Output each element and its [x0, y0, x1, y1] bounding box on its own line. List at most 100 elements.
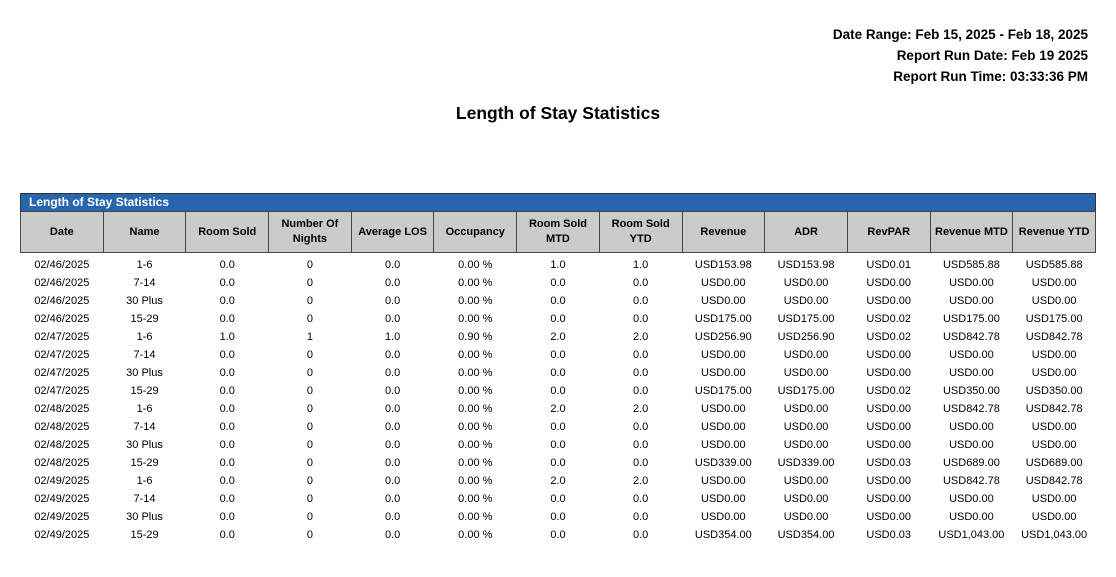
table-cell: 0.0 — [384, 439, 401, 451]
table-cell: 0.0 — [633, 367, 649, 379]
table-cell: USD842.78 — [942, 403, 1000, 415]
table-cell: USD585.88 — [1025, 259, 1083, 271]
table-cell: 1.0 — [219, 331, 235, 343]
table-cell: USD0.00 — [866, 403, 912, 415]
table-cell: 2.0 — [550, 475, 566, 487]
table-cell: USD842.78 — [942, 475, 1000, 487]
table-cell: USD256.90 — [777, 331, 835, 343]
table-cell: 0.0 — [384, 421, 401, 433]
table-row: 02/47/2025 15-29 0.0 0 0.0 0.00 % 0.0 0.0 USD175… — [21, 382, 1096, 400]
table-cell: 0.0 — [633, 439, 649, 451]
table-cell: USD0.00 — [701, 511, 746, 523]
table-header-row: Date Name Room Sold Number Of Nights Average… — [20, 211, 1096, 253]
table-cell: USD0.00 — [1031, 493, 1077, 505]
table-row: 02/47/2025 1-6 1.0 1 1.0 0.90 % 2.0 2.0 USD256.9… — [21, 328, 1096, 346]
table-cell: 0.0 — [633, 313, 649, 325]
los-statistics-table: Length of Stay Statistics Date Name Room S… — [20, 193, 1096, 544]
table-cell: 0.0 — [384, 529, 401, 541]
table-cell: 0.0 — [633, 457, 649, 469]
table-cell: 1-6 — [136, 475, 153, 487]
table-cell: 02/48/2025 — [34, 421, 90, 433]
report-meta: Date Range: Feb 15, 2025 - Feb 18, 2025 … — [833, 24, 1088, 87]
table-cell: 0.0 — [384, 403, 401, 415]
table-cell: 0.0 — [219, 259, 235, 271]
table-cell: 7-14 — [133, 349, 156, 361]
table-cell: 0 — [306, 403, 313, 415]
table-cell: USD0.00 — [701, 475, 746, 487]
table-cell: 0.00 % — [458, 439, 493, 451]
table-header: Date Name Room Sold Number Of Nights Average… — [20, 211, 1096, 253]
date-range: Date Range: Feb 15, 2025 - Feb 18, 2025 — [832, 27, 1088, 42]
table-cell: 0.0 — [384, 349, 401, 361]
table-cell: 1-6 — [136, 331, 153, 343]
table-cell: USD689.00 — [1025, 457, 1083, 469]
table-cell: USD0.00 — [701, 295, 746, 307]
table-cell: 0.0 — [633, 511, 649, 523]
table-cell: USD0.00 — [783, 475, 829, 487]
table-cell: 0 — [306, 277, 313, 289]
table-cell: USD0.00 — [866, 493, 912, 505]
table-cell: 0.0 — [633, 421, 649, 433]
column-header: Name — [102, 211, 187, 253]
table-cell: 2.0 — [550, 403, 566, 415]
column-header: Occupancy — [433, 211, 518, 253]
table-cell: USD0.02 — [866, 331, 912, 343]
table-cell: 7-14 — [133, 277, 156, 289]
table-cell: USD175.00 — [694, 385, 752, 397]
column-header: Average LOS — [350, 211, 435, 253]
table-cell: USD0.03 — [866, 529, 912, 541]
table-cell: 02/49/2025 — [34, 493, 90, 505]
table-cell: USD350.00 — [942, 385, 1000, 397]
column-header: Room Sold — [185, 211, 270, 253]
table-cell: 02/47/2025 — [34, 385, 90, 397]
table-row: 02/46/2025 15-29 0.0 0 0.0 0.00 % 0.0 0.0 USD175… — [21, 310, 1096, 328]
table-cell: USD0.00 — [783, 295, 829, 307]
table-cell: USD0.00 — [866, 511, 912, 523]
table-cell: USD0.00 — [949, 277, 994, 289]
table-row: 02/46/2025 30 Plus 0.0 0 0.0 0.00 % 0.0 0.0 USD0… — [21, 292, 1096, 310]
table-title-bar: Length of Stay Statistics — [20, 193, 1096, 211]
table-cell: USD0.02 — [866, 385, 912, 397]
table-cell: 0.0 — [550, 421, 566, 433]
table-cell: 30 Plus — [126, 295, 163, 307]
table-body: 02/46/2025 1-6 0.0 0 0.0 0.00 % 1.0 1.0 USD153.9… — [21, 253, 1096, 545]
table-cell: USD0.00 — [866, 277, 912, 289]
table-cell: 1.0 — [384, 331, 401, 343]
table-cell: USD0.00 — [866, 349, 912, 361]
table-cell: 02/46/2025 — [34, 313, 90, 325]
table-cell: 0 — [306, 493, 313, 505]
table-cell: 15-29 — [130, 385, 159, 397]
table-cell: 0.0 — [384, 259, 401, 271]
table-row: 02/49/2025 1-6 0.0 0 0.0 0.00 % 2.0 2.0 USD0.00 U… — [21, 472, 1096, 490]
table-cell: USD0.00 — [949, 439, 994, 451]
table-cell: USD0.00 — [701, 349, 746, 361]
table-cell: 0.0 — [219, 475, 235, 487]
table-cell: USD689.00 — [942, 457, 1000, 469]
table-cell: USD842.78 — [1025, 475, 1083, 487]
table-cell: 0.0 — [550, 349, 566, 361]
page-title: Length of Stay Statistics — [455, 103, 661, 123]
table-cell: USD0.00 — [949, 295, 994, 307]
table-cell: 0.90 % — [458, 331, 493, 343]
table-cell: 02/46/2025 — [34, 259, 90, 271]
table-cell: 0 — [306, 439, 313, 451]
table-cell: USD0.00 — [701, 493, 746, 505]
table-cell: 1.0 — [633, 259, 649, 271]
table-cell: 0 — [306, 313, 313, 325]
table-cell: 02/48/2025 — [34, 439, 90, 451]
column-header: Number Of Nights — [268, 211, 352, 253]
table-cell: USD0.02 — [866, 313, 912, 325]
table-cell: 0 — [306, 529, 313, 541]
table-cell: 0.00 % — [458, 421, 493, 433]
table-cell: USD0.00 — [866, 475, 912, 487]
table-cell: USD0.00 — [1031, 421, 1077, 433]
table-cell: USD0.00 — [1031, 277, 1077, 289]
table-cell: 0.0 — [550, 493, 566, 505]
table-cell: 0 — [306, 367, 313, 379]
table-cell: 0.0 — [633, 529, 649, 541]
table-cell: USD0.00 — [783, 367, 829, 379]
table-cell: 1.0 — [550, 259, 566, 271]
table-row: 02/49/2025 7-14 0.0 0 0.0 0.00 % 0.0 0.0 USD0.00… — [21, 490, 1096, 508]
table-cell: USD175.00 — [942, 313, 1000, 325]
column-header: RevPAR — [846, 211, 931, 253]
